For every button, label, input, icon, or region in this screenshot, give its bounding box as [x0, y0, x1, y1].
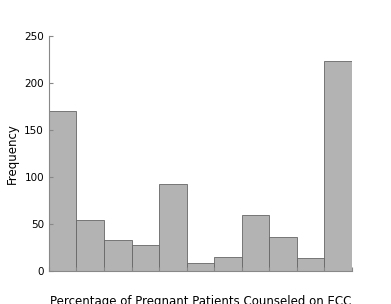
Bar — [131, 245, 159, 271]
Bar — [159, 185, 187, 271]
Bar — [76, 220, 104, 271]
X-axis label: Percentage of Pregnant Patients Counseled on ECC: Percentage of Pregnant Patients Counsele… — [50, 295, 351, 304]
Bar — [187, 263, 214, 271]
Bar — [297, 258, 325, 271]
Bar — [49, 111, 76, 271]
Y-axis label: Frequency: Frequency — [6, 123, 19, 184]
Bar — [242, 215, 269, 271]
Bar — [214, 257, 242, 271]
Bar — [325, 61, 352, 271]
Bar — [104, 240, 131, 271]
Bar — [269, 237, 297, 271]
